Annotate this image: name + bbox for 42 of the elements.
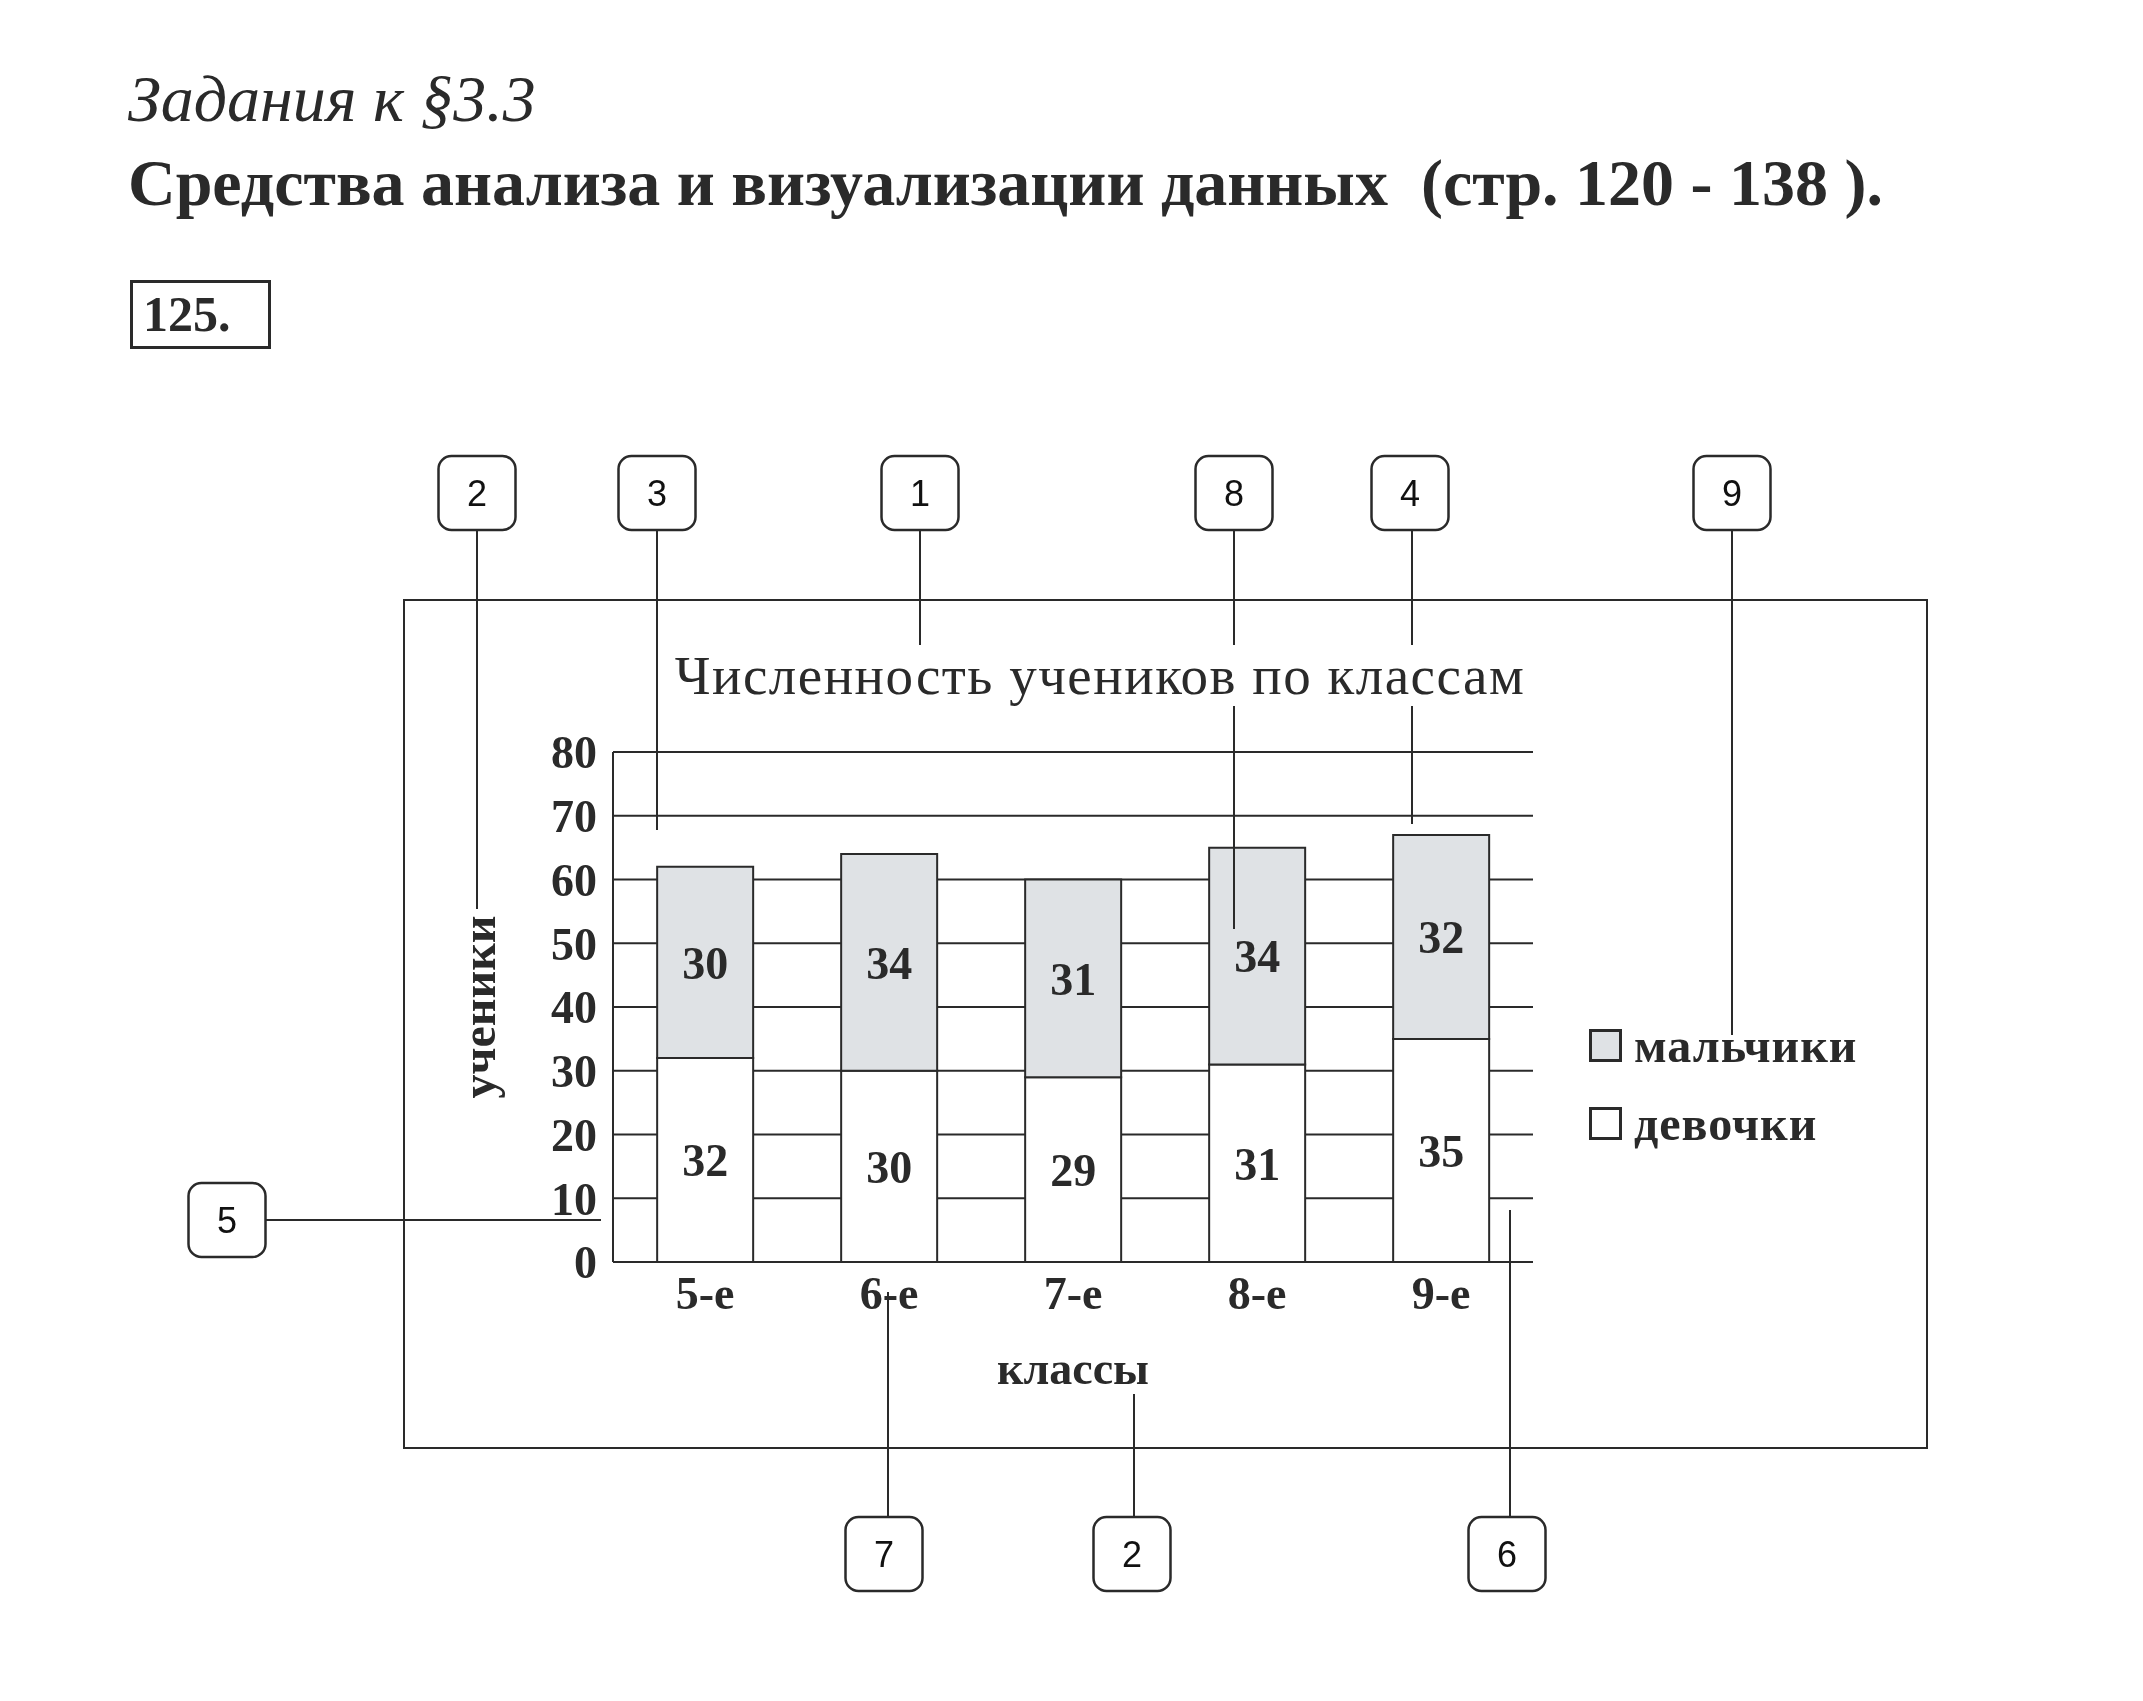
text: Задания к §3.3	[128, 62, 536, 135]
data-label: 30	[682, 937, 729, 989]
y-tick-label: 50	[551, 918, 597, 970]
text: 125.	[130, 280, 271, 349]
y-tick-label: 30	[551, 1046, 597, 1098]
y-tick-label: 70	[551, 791, 597, 843]
data-label: 34	[1234, 931, 1281, 983]
text: 6	[1496, 1533, 1518, 1575]
data-label: 29	[1050, 1144, 1097, 1196]
x-tick-label: 6-е	[859, 1267, 919, 1319]
y-tick-label: 80	[551, 727, 597, 779]
text: 4	[1399, 472, 1421, 514]
chart-title: Численность учеников по классам	[670, 645, 1530, 706]
data-label: 32	[682, 1135, 729, 1187]
legend-label: девочки	[1634, 1095, 1818, 1151]
x-tick-label: 8-е	[1227, 1267, 1287, 1319]
data-label: 32	[1418, 912, 1465, 964]
data-label: 34	[866, 937, 913, 989]
text: 8	[1223, 472, 1245, 514]
y-axis-title: ученики	[452, 915, 506, 1099]
x-tick-label: 7-е	[1043, 1267, 1103, 1319]
text: 5	[216, 1199, 238, 1241]
y-tick-label: 60	[551, 854, 597, 906]
data-label: 30	[866, 1141, 913, 1193]
y-tick-label: 10	[551, 1173, 597, 1225]
text: 2	[1121, 1533, 1143, 1575]
y-tick-label: 0	[574, 1237, 597, 1289]
x-tick-label: 9-е	[1411, 1267, 1471, 1319]
text: 7	[873, 1533, 895, 1575]
text: 2	[466, 472, 488, 514]
legend-label: мальчики	[1634, 1017, 1858, 1073]
data-label: 31	[1050, 953, 1097, 1005]
y-tick-label: 40	[551, 982, 597, 1034]
text: Средства анализа и визуализации данных (стр. 120 - 138 ).	[128, 146, 1884, 219]
x-tick-label: 5-е	[675, 1267, 735, 1319]
x-axis-title: классы	[996, 1343, 1150, 1394]
y-tick-label: 20	[551, 1109, 597, 1161]
data-label: 31	[1234, 1138, 1281, 1190]
text: 9	[1721, 472, 1743, 514]
text: 1	[909, 472, 931, 514]
data-label: 35	[1418, 1125, 1465, 1177]
text: 3	[646, 472, 668, 514]
